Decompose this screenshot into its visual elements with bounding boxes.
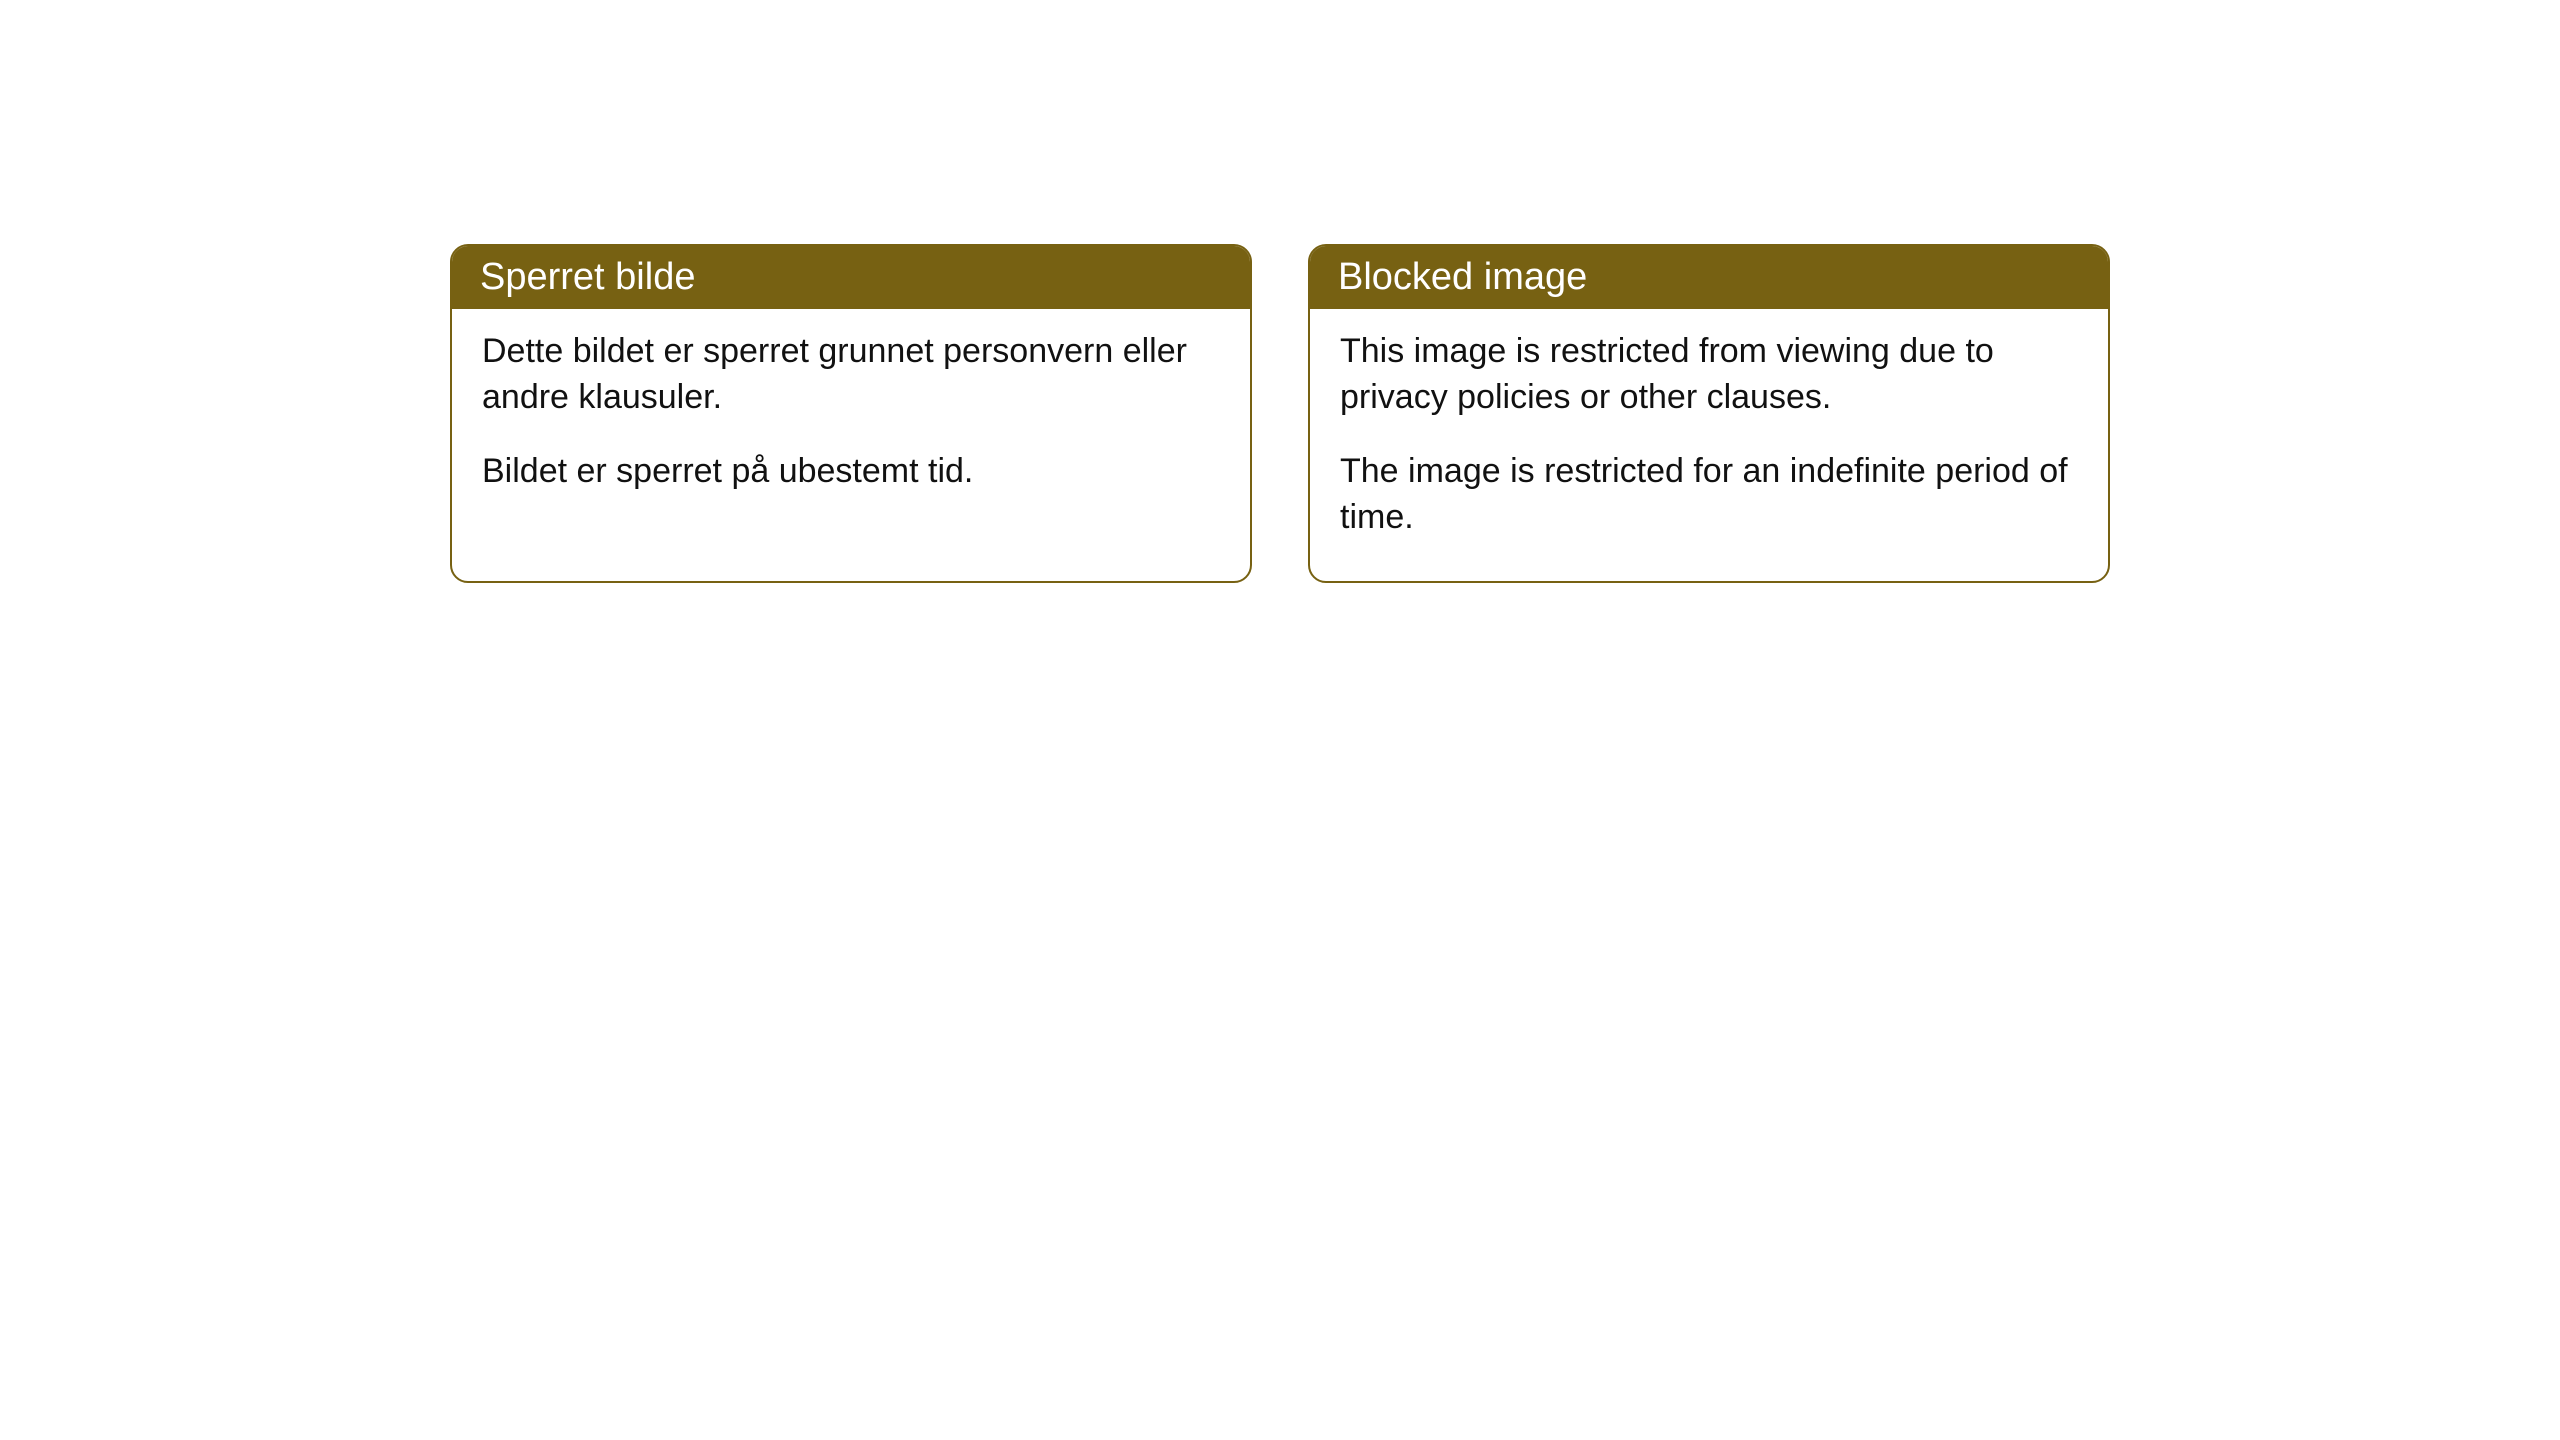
card-title-en: Blocked image	[1338, 256, 1587, 298]
card-header-no: Sperret bilde	[452, 246, 1250, 309]
blocked-image-card-en: Blocked image This image is restricted f…	[1308, 244, 2110, 583]
card-paragraph-1-no: Dette bildet er sperret grunnet personve…	[482, 329, 1220, 421]
card-body-en: This image is restricted from viewing du…	[1310, 309, 2108, 581]
card-header-en: Blocked image	[1310, 246, 2108, 309]
blocked-image-card-no: Sperret bilde Dette bildet er sperret gr…	[450, 244, 1252, 583]
card-paragraph-2-no: Bildet er sperret på ubestemt tid.	[482, 449, 1220, 495]
card-title-no: Sperret bilde	[480, 256, 695, 298]
card-paragraph-2-en: The image is restricted for an indefinit…	[1340, 449, 2078, 541]
card-paragraph-1-en: This image is restricted from viewing du…	[1340, 329, 2078, 421]
cards-container: Sperret bilde Dette bildet er sperret gr…	[0, 0, 2560, 583]
card-body-no: Dette bildet er sperret grunnet personve…	[452, 309, 1250, 535]
